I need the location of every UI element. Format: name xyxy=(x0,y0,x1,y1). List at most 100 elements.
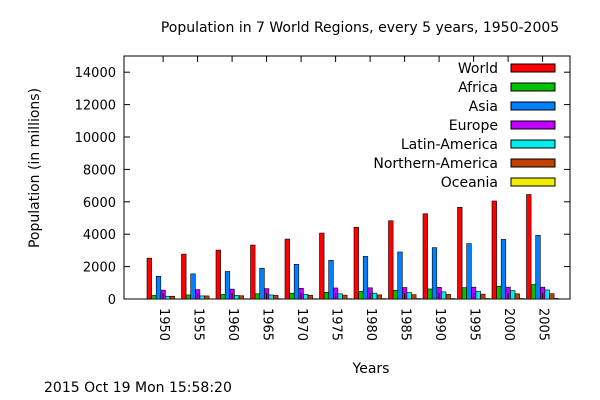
bar-world-1980 xyxy=(353,226,359,300)
x-tick-label: 1985 xyxy=(398,308,413,341)
bar-world-1970 xyxy=(284,238,290,300)
bar-northern-america-1965 xyxy=(273,295,279,300)
y-axis-label: Population (in millions) xyxy=(27,88,43,248)
bar-asia-1960 xyxy=(224,271,231,300)
bar-latin-america-1990 xyxy=(441,291,447,300)
bar-africa-2000 xyxy=(496,285,502,300)
bar-africa-1995 xyxy=(461,287,468,300)
bar-africa-1975 xyxy=(323,292,330,300)
x-tick-label: 1965 xyxy=(260,308,275,341)
legend-label-europe: Europe xyxy=(449,118,498,134)
bar-asia-1995 xyxy=(466,243,472,300)
bar-world-1950 xyxy=(146,257,152,300)
bar-latin-america-2000 xyxy=(510,290,516,300)
bar-latin-america-1950 xyxy=(165,295,171,300)
y-tick-label: 12000 xyxy=(75,99,116,114)
bar-northern-america-1980 xyxy=(376,294,382,300)
x-tick-label: 1955 xyxy=(191,308,206,341)
legend-label-asia: Asia xyxy=(469,99,498,115)
plot-area: 0 2000 4000 6000 8000 10000 12000 14000 1950 1955… xyxy=(75,55,571,341)
bar-africa-1970 xyxy=(289,292,295,300)
bar-northern-america-1960 xyxy=(238,295,244,300)
y-tick-label: 4000 xyxy=(83,228,116,243)
bar-northern-america-2000 xyxy=(514,293,520,300)
legend-swatch-world xyxy=(510,63,556,73)
legend-swatch-asia xyxy=(510,101,556,111)
legend-swatch-oceania xyxy=(510,177,556,187)
x-axis-label: Years xyxy=(352,361,390,377)
bar-africa-1985 xyxy=(392,289,399,300)
legend-swatch-latin-america xyxy=(510,139,556,149)
bar-africa-1950 xyxy=(151,295,157,300)
legend-swatch-northern-america xyxy=(510,158,556,168)
bar-asia-1955 xyxy=(190,273,196,300)
bar-africa-2005 xyxy=(530,284,536,300)
chart-title: Population in 7 World Regions, every 5 y… xyxy=(161,20,559,36)
bar-world-1965 xyxy=(250,244,256,300)
bar-asia-1965 xyxy=(259,267,265,300)
bar-latin-america-2005 xyxy=(544,289,550,300)
bar-asia-1990 xyxy=(431,247,438,300)
bar-world-1995 xyxy=(457,207,463,300)
bar-latin-america-1985 xyxy=(406,292,412,300)
bar-northern-america-1990 xyxy=(445,294,451,300)
y-tick-label: 0 xyxy=(108,293,116,308)
bar-asia-2005 xyxy=(535,235,541,300)
bar-world-2000 xyxy=(491,200,497,300)
bar-northern-america-2005 xyxy=(549,293,555,300)
bar-asia-1950 xyxy=(155,276,162,300)
bar-latin-america-1965 xyxy=(268,294,274,300)
legend-swatch-africa xyxy=(510,82,556,92)
bar-asia-1970 xyxy=(293,264,300,300)
y-tick-label: 2000 xyxy=(83,261,116,276)
bar-northern-america-1970 xyxy=(307,294,313,300)
bar-oceania-2005 xyxy=(553,298,559,300)
bar-latin-america-1995 xyxy=(475,290,481,300)
y-tick-label: 10000 xyxy=(75,131,116,146)
y-tick-label: 14000 xyxy=(75,66,116,81)
bar-world-1975 xyxy=(319,232,325,300)
x-tick-label: 1990 xyxy=(432,308,447,341)
bar-latin-america-1980 xyxy=(372,292,378,300)
bar-world-1955 xyxy=(181,253,187,300)
x-tick-label: 1975 xyxy=(329,308,344,341)
y-tick-label: 6000 xyxy=(83,196,116,211)
bar-asia-1980 xyxy=(362,256,369,300)
x-tick-label: 2005 xyxy=(536,308,551,341)
bar-northern-america-1950 xyxy=(169,295,175,300)
x-tick-label: 1995 xyxy=(467,308,482,341)
y-tick-label: 8000 xyxy=(83,163,116,178)
bar-africa-1955 xyxy=(185,294,192,300)
legend: World Africa Asia Europe Latin-America Northe… xyxy=(373,61,556,191)
x-tick-label: 1970 xyxy=(294,308,309,341)
bar-africa-1965 xyxy=(254,293,261,300)
x-tick-label: 1950 xyxy=(156,308,171,341)
legend-label-africa: Africa xyxy=(458,80,498,96)
bar-northern-america-1985 xyxy=(411,294,417,300)
timestamp: 2015 Oct 19 Mon 15:58:20 xyxy=(44,380,232,396)
bar-latin-america-1960 xyxy=(234,295,240,300)
bar-africa-1990 xyxy=(427,288,433,300)
legend-label-world: World xyxy=(458,61,498,77)
x-tick-label: 1960 xyxy=(225,308,240,341)
bar-world-1960 xyxy=(215,249,221,300)
bar-asia-1985 xyxy=(397,251,403,300)
bar-latin-america-1975 xyxy=(337,293,343,300)
legend-label-northern-america: Northern-America xyxy=(373,156,498,172)
bar-latin-america-1970 xyxy=(303,293,309,300)
bar-africa-1960 xyxy=(220,294,226,300)
bar-latin-america-1955 xyxy=(199,295,205,300)
bar-asia-1975 xyxy=(328,259,334,300)
bar-asia-2000 xyxy=(500,239,507,300)
legend-swatch-europe xyxy=(510,120,556,130)
legend-label-latin-america: Latin-America xyxy=(401,137,498,153)
bar-oceania-2000 xyxy=(519,298,525,300)
bar-world-1990 xyxy=(422,213,428,300)
bar-africa-1980 xyxy=(358,291,364,300)
bar-world-1985 xyxy=(388,220,394,300)
x-tick-label: 1980 xyxy=(363,308,378,341)
bar-northern-america-1955 xyxy=(204,295,210,300)
legend-label-oceania: Oceania xyxy=(441,175,498,191)
x-tick-label: 2000 xyxy=(501,308,516,341)
